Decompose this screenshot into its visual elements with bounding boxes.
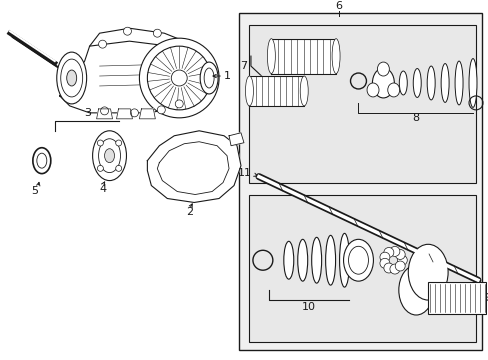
Ellipse shape [348, 246, 367, 274]
Ellipse shape [331, 39, 339, 73]
Ellipse shape [440, 64, 448, 102]
Circle shape [101, 107, 108, 115]
Circle shape [130, 109, 138, 117]
Text: 5: 5 [31, 185, 38, 195]
Ellipse shape [92, 131, 126, 181]
Ellipse shape [387, 83, 399, 97]
Polygon shape [139, 109, 155, 119]
FancyBboxPatch shape [248, 194, 475, 342]
Ellipse shape [61, 59, 82, 97]
Ellipse shape [267, 39, 275, 73]
Ellipse shape [203, 68, 214, 88]
Circle shape [153, 29, 161, 37]
Ellipse shape [300, 76, 307, 106]
Circle shape [97, 165, 103, 171]
Polygon shape [228, 133, 244, 146]
Circle shape [116, 165, 122, 171]
Text: 9: 9 [481, 293, 488, 303]
Ellipse shape [283, 241, 293, 279]
Ellipse shape [398, 265, 433, 315]
Circle shape [397, 255, 407, 265]
Circle shape [389, 264, 399, 274]
Ellipse shape [200, 62, 218, 94]
Ellipse shape [339, 233, 349, 287]
Circle shape [139, 38, 219, 118]
Ellipse shape [245, 76, 253, 106]
Circle shape [379, 258, 389, 268]
Circle shape [383, 247, 393, 257]
Circle shape [394, 261, 405, 271]
Ellipse shape [37, 153, 47, 168]
Ellipse shape [297, 239, 307, 281]
Circle shape [116, 140, 122, 146]
Ellipse shape [377, 62, 388, 76]
Polygon shape [271, 39, 335, 73]
Text: 2: 2 [185, 207, 192, 217]
Circle shape [379, 252, 389, 262]
Circle shape [157, 106, 165, 114]
Polygon shape [97, 109, 112, 119]
Ellipse shape [104, 149, 114, 163]
Ellipse shape [468, 59, 476, 107]
Circle shape [389, 247, 399, 256]
Circle shape [383, 263, 393, 273]
Polygon shape [116, 109, 132, 119]
Ellipse shape [57, 52, 86, 104]
Circle shape [97, 140, 103, 146]
Text: 7: 7 [239, 61, 246, 71]
Ellipse shape [325, 235, 335, 285]
Text: 1: 1 [224, 71, 231, 81]
Ellipse shape [407, 244, 447, 300]
Ellipse shape [399, 71, 407, 95]
Ellipse shape [66, 70, 77, 86]
Circle shape [99, 40, 106, 48]
Circle shape [394, 249, 405, 260]
Ellipse shape [412, 68, 420, 98]
Ellipse shape [427, 66, 434, 100]
FancyBboxPatch shape [239, 13, 481, 350]
Ellipse shape [454, 61, 462, 105]
Polygon shape [249, 76, 304, 106]
Text: 3: 3 [84, 108, 91, 118]
Ellipse shape [372, 68, 393, 98]
Polygon shape [60, 41, 199, 113]
Text: 10: 10 [301, 302, 315, 312]
Polygon shape [147, 131, 241, 202]
Polygon shape [89, 28, 199, 71]
Ellipse shape [99, 139, 120, 172]
Text: 8: 8 [412, 113, 419, 123]
Text: 11: 11 [238, 168, 251, 177]
Ellipse shape [311, 237, 321, 283]
Ellipse shape [33, 148, 51, 174]
Text: 6: 6 [334, 1, 342, 11]
FancyBboxPatch shape [248, 25, 475, 183]
FancyBboxPatch shape [427, 282, 485, 314]
Circle shape [123, 27, 131, 35]
Ellipse shape [343, 239, 373, 281]
Ellipse shape [366, 83, 378, 97]
Text: 4: 4 [99, 184, 106, 194]
Ellipse shape [487, 53, 488, 113]
Circle shape [175, 100, 183, 108]
